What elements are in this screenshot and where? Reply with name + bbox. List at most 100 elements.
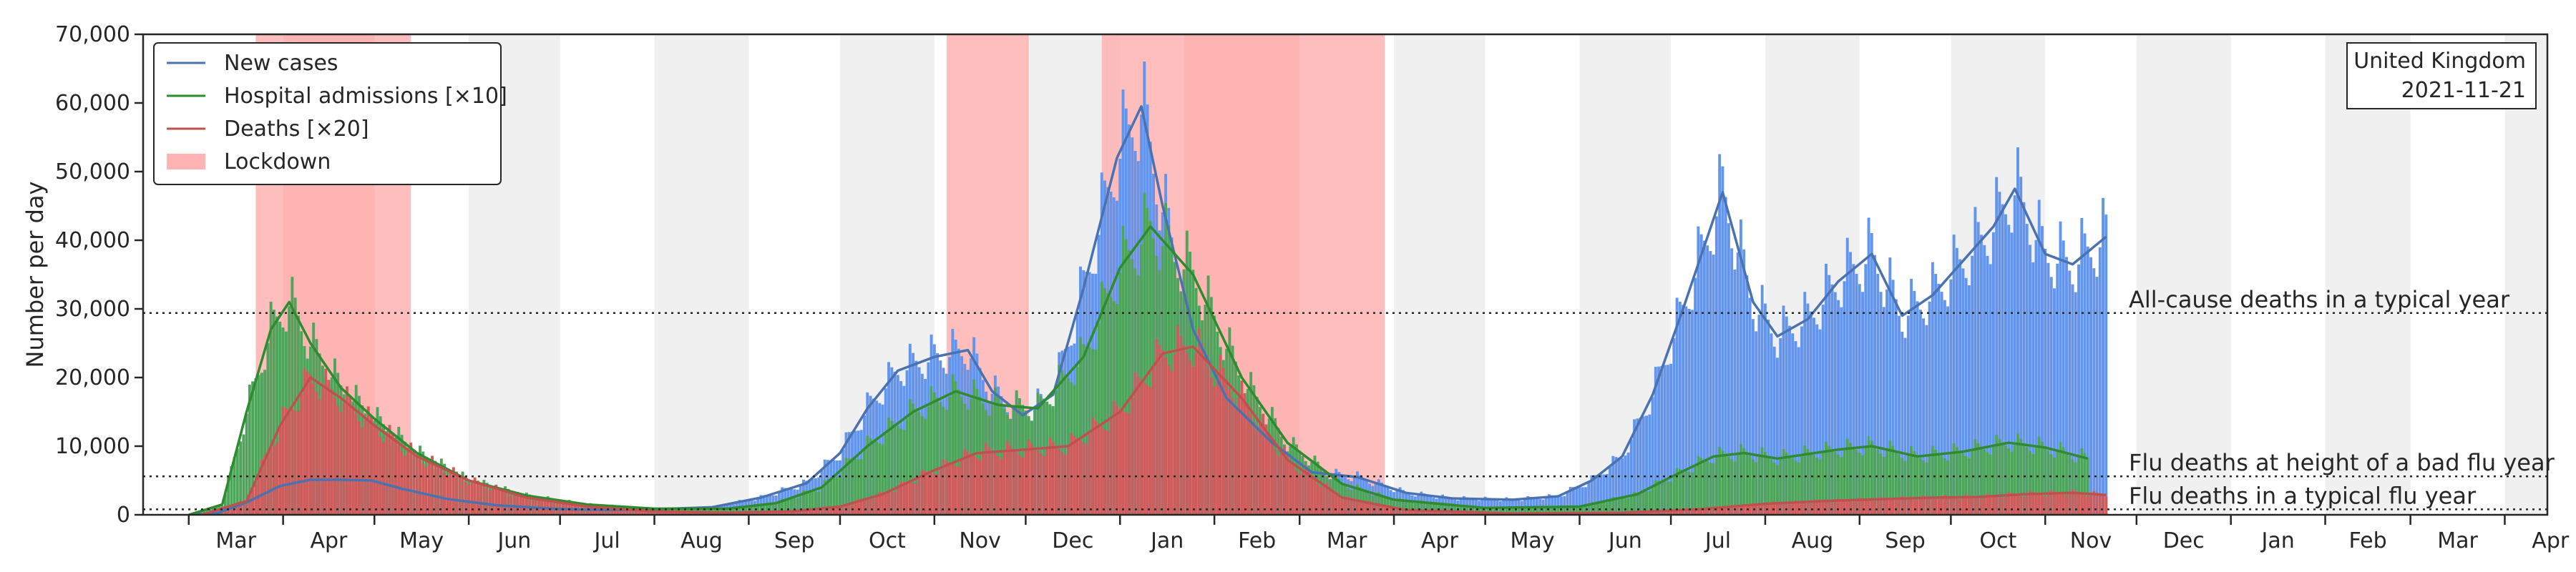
deaths-bar bbox=[269, 448, 273, 515]
cases-bar bbox=[2034, 240, 2038, 515]
deaths-bar bbox=[1456, 511, 1460, 515]
deaths-bar bbox=[781, 511, 784, 515]
deaths-bar bbox=[1322, 485, 1326, 515]
deaths-bar bbox=[1974, 497, 1977, 515]
admissions-bar bbox=[884, 434, 887, 515]
admissions-bar bbox=[1459, 506, 1463, 515]
deaths-bar bbox=[379, 436, 382, 515]
admissions-bar bbox=[896, 425, 899, 515]
deaths-bar bbox=[1085, 443, 1088, 515]
admissions-bar bbox=[1946, 460, 1950, 515]
cases-bar bbox=[1563, 495, 1566, 515]
deaths-bar bbox=[1121, 410, 1125, 515]
deaths-bar bbox=[902, 481, 906, 515]
deaths-bar bbox=[917, 478, 921, 515]
deaths-bar bbox=[254, 484, 258, 515]
deaths-bar bbox=[1983, 497, 1986, 515]
admissions-bar bbox=[1490, 508, 1493, 515]
deaths-bar bbox=[1922, 495, 1926, 515]
cases-bar bbox=[1663, 365, 1667, 515]
deaths-bar bbox=[1319, 486, 1322, 515]
deaths-bar bbox=[1088, 433, 1091, 515]
deaths-bar bbox=[263, 455, 267, 515]
admissions-bar bbox=[2025, 447, 2029, 515]
cases-bar bbox=[1815, 324, 1819, 515]
admissions-bar bbox=[857, 459, 860, 515]
deaths-bar bbox=[1828, 502, 1831, 515]
deaths-bar bbox=[1843, 500, 1846, 515]
cases-bar bbox=[2037, 199, 2041, 515]
deaths-bar bbox=[358, 421, 361, 515]
admissions-bar bbox=[829, 478, 833, 515]
deaths-bar bbox=[2089, 494, 2092, 515]
deaths-bar bbox=[1170, 370, 1174, 515]
cases-bar bbox=[1770, 333, 1773, 515]
deaths-bar bbox=[1262, 413, 1265, 515]
deaths-bar bbox=[1694, 509, 1697, 515]
cases-bar bbox=[1989, 264, 1992, 515]
deaths-line bbox=[200, 345, 2107, 515]
deaths-bar bbox=[275, 442, 279, 515]
admissions-bar bbox=[1648, 490, 1652, 515]
admissions-bar bbox=[1148, 220, 1152, 515]
admissions-bar bbox=[1800, 455, 1803, 515]
deaths-bar bbox=[507, 493, 510, 515]
admissions-bar bbox=[997, 396, 1000, 515]
admissions-bar bbox=[1106, 292, 1110, 515]
deaths-bar bbox=[1002, 452, 1006, 515]
cases-bar bbox=[1791, 333, 1795, 515]
cases-bar bbox=[2044, 248, 2047, 515]
admissions-bar bbox=[1718, 447, 1722, 515]
deaths-bar bbox=[826, 508, 829, 515]
x-tick-label: Dec bbox=[2163, 528, 2205, 553]
deaths-bar bbox=[1639, 512, 1642, 515]
cases-bar bbox=[1682, 305, 1685, 515]
deaths-bar bbox=[434, 460, 437, 515]
cases-bar bbox=[1712, 255, 1715, 515]
deaths-bar bbox=[631, 510, 635, 515]
cases-bar bbox=[1995, 177, 1999, 515]
deaths-bar bbox=[1310, 475, 1314, 515]
admissions-bar bbox=[1593, 502, 1596, 515]
deaths-bar bbox=[1191, 367, 1195, 515]
deaths-bar bbox=[485, 488, 489, 515]
cases-bar bbox=[1575, 487, 1579, 515]
cases-bar bbox=[1821, 305, 1825, 515]
cases-bar bbox=[1587, 482, 1591, 515]
deaths-bar bbox=[1745, 506, 1749, 515]
admissions-bar bbox=[1840, 457, 1843, 515]
cases-bar bbox=[2098, 247, 2102, 515]
admissions-bar bbox=[2001, 442, 2004, 515]
admissions-bar bbox=[2037, 436, 2041, 515]
cases-bar bbox=[1937, 283, 1941, 515]
admissions-bar bbox=[1830, 449, 1834, 515]
admissions-bar bbox=[1760, 447, 1764, 515]
deaths-bar bbox=[1374, 503, 1377, 515]
admissions-bar bbox=[784, 498, 787, 515]
legend-swatch-lockdown bbox=[167, 154, 205, 169]
deaths-bar bbox=[1797, 501, 1800, 515]
deaths-bar bbox=[1709, 507, 1712, 515]
cases-bar bbox=[1971, 255, 1974, 515]
deaths-bar bbox=[1146, 385, 1149, 515]
deaths-bar bbox=[436, 465, 440, 515]
plot-frame bbox=[142, 33, 2549, 516]
deaths-bar bbox=[997, 456, 1000, 515]
cases-bar bbox=[1845, 237, 1849, 515]
admissions-bar bbox=[1131, 259, 1134, 515]
deaths-bar bbox=[1277, 455, 1280, 515]
deaths-bar bbox=[1739, 506, 1742, 515]
cases-bar bbox=[1748, 297, 1752, 515]
deaths-bar bbox=[975, 458, 979, 515]
deaths-bar bbox=[1742, 506, 1746, 515]
admissions-bar bbox=[1609, 500, 1611, 515]
deaths-bar bbox=[1398, 508, 1402, 515]
deaths-bar bbox=[2092, 490, 2096, 515]
admissions-bar bbox=[796, 498, 799, 515]
deaths-bar bbox=[2102, 495, 2104, 515]
deaths-bar bbox=[1648, 511, 1652, 515]
deaths-bar bbox=[449, 473, 452, 515]
cases-bar bbox=[2080, 217, 2084, 515]
deaths-bar bbox=[1867, 500, 1870, 515]
x-tick-label: Sep bbox=[774, 528, 815, 553]
